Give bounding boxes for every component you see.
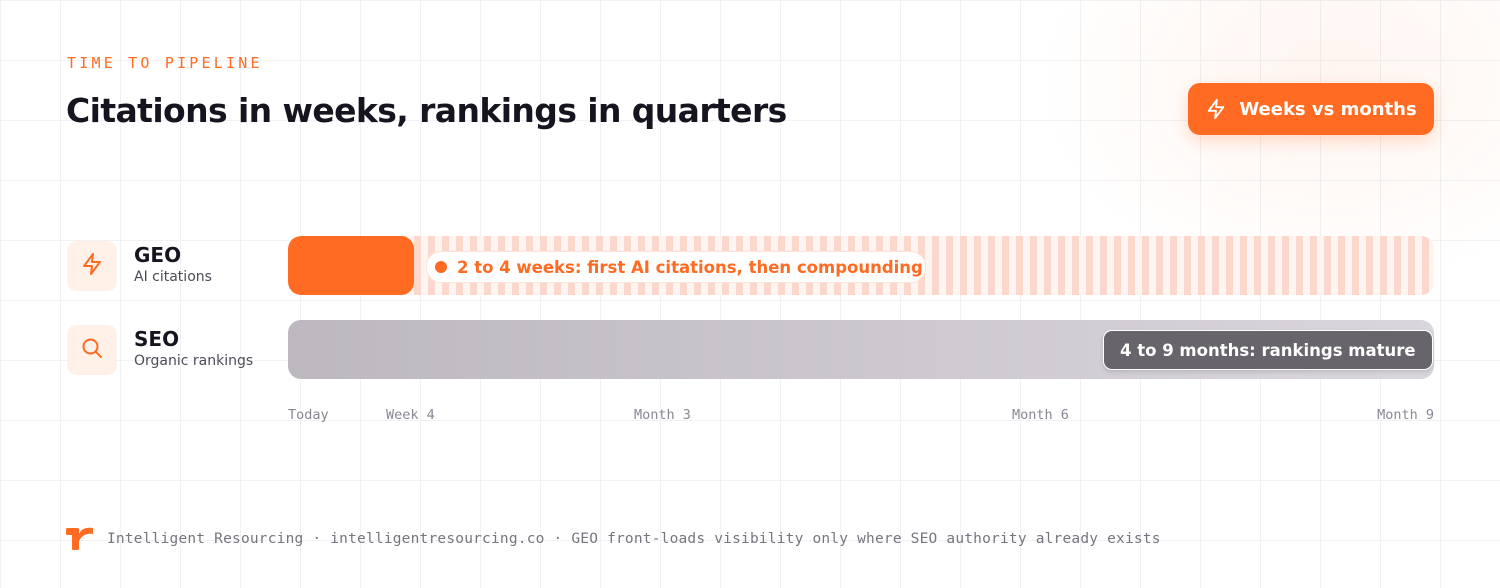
geo-callout: 2 to 4 weeks: first AI citations, then c… bbox=[426, 251, 926, 283]
tick-month-9: Month 9 bbox=[1377, 407, 1434, 423]
page-title: Citations in weeks, rankings in quarters bbox=[66, 91, 787, 130]
geo-row-label: GEO AI citations bbox=[134, 243, 212, 287]
lightning-icon bbox=[80, 252, 104, 280]
geo-icon-tile bbox=[67, 241, 117, 291]
seo-icon-tile bbox=[67, 325, 117, 375]
seo-subtitle: Organic rankings bbox=[134, 353, 254, 369]
seo-callout: 4 to 9 months: rankings mature bbox=[1103, 330, 1433, 370]
weeks-vs-months-button[interactable]: Weeks vs months bbox=[1188, 83, 1434, 135]
geo-name: GEO bbox=[134, 243, 182, 267]
tick-month-3: Month 3 bbox=[634, 407, 691, 423]
geo-progress-fill bbox=[288, 236, 415, 295]
tick-month-6: Month 6 bbox=[1012, 407, 1069, 423]
lightning-icon bbox=[1205, 98, 1227, 120]
footer-text: Intelligent Resourcing · intelligentreso… bbox=[107, 531, 1161, 547]
geo-callout-text: 2 to 4 weeks: first AI citations, then c… bbox=[457, 257, 923, 277]
search-icon bbox=[80, 336, 104, 364]
geo-subtitle: AI citations bbox=[134, 269, 212, 285]
tick-today: Today bbox=[288, 407, 329, 423]
eyebrow-label: TIME TO PIPELINE bbox=[67, 54, 263, 72]
dot-icon bbox=[435, 261, 447, 273]
tick-week-4: Week 4 bbox=[386, 407, 435, 423]
seo-row-label: SEO Organic rankings bbox=[134, 327, 253, 371]
seo-name: SEO bbox=[134, 327, 180, 351]
brand-logo bbox=[66, 525, 94, 555]
pill-label: Weeks vs months bbox=[1239, 98, 1417, 120]
